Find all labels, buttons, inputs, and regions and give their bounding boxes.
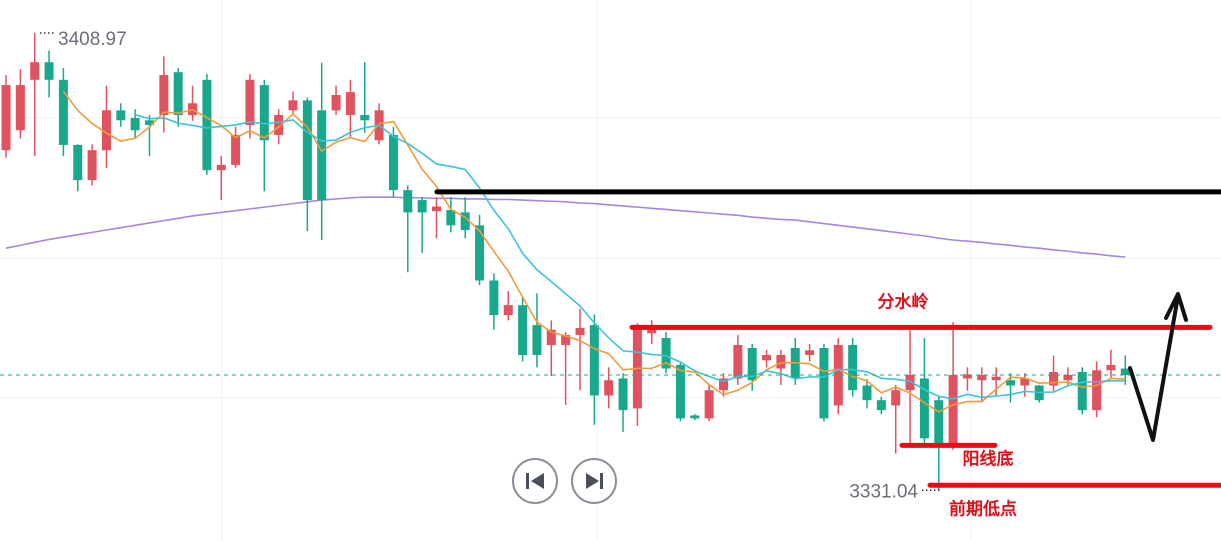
candle-body [130, 117, 140, 131]
candle-body [561, 335, 571, 346]
candle-body [388, 134, 398, 191]
candle-body [30, 62, 40, 80]
annotation-label: 阳线底 [963, 448, 1014, 469]
candle-body [905, 374, 915, 391]
candle-body [977, 374, 987, 381]
candle-body [432, 206, 441, 212]
candle-body [1120, 368, 1130, 375]
candle-body [1077, 372, 1087, 411]
candle-body [1006, 380, 1015, 386]
annotation-label: 前期低点 [949, 498, 1017, 519]
candle-body [518, 305, 528, 355]
candle-body [1092, 370, 1102, 411]
candle-body [819, 347, 829, 419]
candle-body [690, 415, 700, 419]
candle-body [948, 374, 958, 446]
candle-body [503, 305, 513, 316]
candle-body [962, 374, 972, 379]
ma-line [62, 90, 1126, 413]
candle-body [58, 79, 68, 145]
candle-body [604, 380, 614, 396]
candle-body [231, 134, 241, 165]
candle-body [173, 72, 183, 116]
max-label: 3408.97 [58, 29, 127, 50]
candle-body [216, 164, 226, 171]
ma-line [134, 114, 1126, 400]
candle-body [87, 150, 97, 181]
candle-body [776, 354, 786, 369]
candle-body [331, 95, 341, 111]
candle-body [446, 210, 456, 226]
candle-body [762, 354, 772, 361]
candle-body [417, 200, 427, 213]
candle-body [245, 79, 255, 125]
candle-body [1106, 364, 1116, 371]
candle-body [805, 350, 815, 355]
candle-body [891, 390, 901, 406]
long-ma-line [5, 196, 1126, 258]
candle-body [1049, 372, 1059, 386]
candle-body [73, 144, 83, 181]
candle-body [489, 280, 499, 316]
candle-body [647, 327, 657, 334]
candle-body [848, 345, 858, 391]
candle-body [919, 378, 929, 439]
candle-body [862, 385, 872, 401]
candle-body [259, 85, 269, 141]
candle-body [159, 75, 169, 116]
candle-body [475, 225, 485, 281]
candle-body [546, 329, 556, 346]
annotation-label: 分水岭 [878, 291, 929, 312]
candle-body [833, 345, 843, 406]
candle-body [101, 110, 111, 151]
candle-body [145, 120, 154, 125]
prev-button[interactable] [512, 458, 558, 504]
candle-body [460, 212, 470, 231]
candle-body [302, 100, 312, 201]
candle-body [747, 347, 757, 381]
candle-body [202, 79, 212, 171]
candle-body [733, 345, 743, 379]
candle-body [991, 376, 1001, 381]
replay-buttons [512, 458, 617, 504]
candle-body [876, 400, 886, 411]
hand-arrow [1128, 292, 1188, 442]
candle-body [934, 400, 944, 446]
min-label: 3331.04 [849, 481, 918, 502]
candle-body [317, 110, 327, 201]
candle-body [1020, 378, 1030, 386]
candle-body [360, 115, 370, 121]
candle-body [274, 115, 284, 135]
candle-body [345, 92, 355, 116]
candle-body [589, 325, 599, 396]
candle-body [1, 85, 11, 151]
candle-body [661, 337, 671, 369]
candle-body [575, 328, 585, 336]
candle-body [675, 364, 685, 419]
candle-body [15, 85, 25, 131]
candle-body [719, 378, 728, 391]
candle-body [704, 390, 714, 419]
candle-body [618, 378, 628, 411]
candle-body [44, 62, 54, 80]
candle-body [532, 325, 542, 355]
candle-body [288, 100, 298, 111]
candle-body [116, 110, 126, 121]
next-button[interactable] [571, 458, 617, 504]
candle-body [403, 190, 413, 213]
candle-body [1063, 374, 1073, 381]
